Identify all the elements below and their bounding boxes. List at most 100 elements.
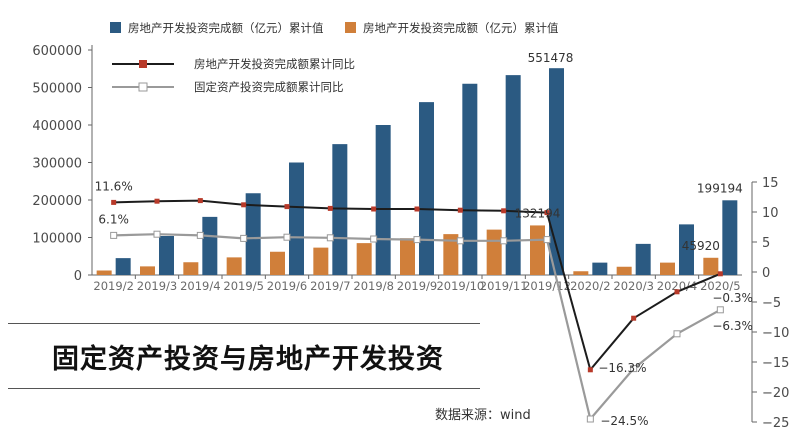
legend-marker [138, 82, 148, 92]
x-axis-tick-label: 2020/3 [613, 279, 653, 293]
bar [375, 125, 391, 275]
x-axis-tick-label: 2019/7 [310, 279, 350, 293]
data-label: −0.3% [712, 291, 753, 305]
x-axis-tick-label: 2019/4 [180, 279, 220, 293]
line-point [154, 198, 160, 204]
bar [573, 271, 589, 275]
data-label: 551478 [528, 51, 574, 65]
data-label: 6.1% [98, 212, 129, 226]
x-axis-tick-label: 2019/11 [480, 279, 528, 293]
line-point [544, 210, 550, 216]
x-axis-tick-label: 2019/12 [523, 279, 571, 293]
left-axis-tick-label: 500000 [32, 82, 82, 97]
left-axis-tick-label: 300000 [32, 157, 82, 172]
data-label: 45920 [682, 239, 720, 253]
left-axis-tick-label: 200000 [32, 194, 82, 209]
legend-label: 房地产开发投资完成额（亿元）累计值 [363, 21, 559, 35]
right-axis-tick-label: −5 [762, 296, 781, 311]
left-axis-tick-label: 600000 [32, 44, 82, 59]
data-label: 11.6% [95, 179, 133, 193]
line-point [500, 237, 508, 245]
bar [289, 162, 304, 275]
x-axis-tick-label: 2019/9 [397, 279, 437, 293]
legend-label: 房地产开发投资完成额（亿元）累计值 [128, 21, 324, 35]
x-axis-tick-label: 2020/4 [657, 279, 697, 293]
legend-label: 房地产开发投资完成额累计同比 [194, 57, 355, 71]
line-point [370, 235, 378, 243]
data-labels: 551478 132194 199194 45920 11.6% 6.1% −16.3% −2… [95, 51, 753, 428]
x-axis-tick-label: 2019/5 [223, 279, 263, 293]
line-point [371, 206, 377, 212]
data-label: −24.5% [600, 414, 648, 428]
bar [400, 238, 415, 275]
line-point [413, 236, 421, 244]
bar [245, 193, 261, 275]
bar [332, 144, 348, 275]
source-note: 数据来源：wind [435, 408, 531, 423]
line-point [674, 289, 680, 295]
legend-swatch [110, 22, 121, 33]
right-axis-tick-label: −15 [762, 356, 789, 371]
bar [635, 243, 651, 275]
bar [226, 257, 242, 275]
right-axis-tick-label: −25 [762, 416, 789, 431]
right-axis-tick-label: 0 [762, 266, 770, 281]
x-axis-tick-label: 2019/10 [436, 279, 484, 293]
data-label: −16.3% [598, 361, 646, 375]
bar [270, 251, 285, 275]
line-point [457, 207, 463, 213]
bar [505, 75, 521, 275]
bar [592, 262, 608, 275]
bar [443, 234, 459, 275]
right-axis-tick-label: −20 [762, 386, 789, 401]
legend: 房地产开发投资完成额（亿元）累计值 房地产开发投资完成额（亿元）累计值房地产开发投… [110, 21, 559, 94]
line-point [716, 306, 724, 314]
bar [96, 270, 112, 275]
data-label: −6.3% [712, 319, 753, 333]
left-axis-tick-label: 100000 [32, 232, 82, 247]
line-point [631, 315, 637, 321]
bar [703, 257, 719, 275]
line-point [673, 330, 681, 338]
right-axis-tick-label: −10 [762, 326, 789, 341]
x-axis-tick-label: 2019/3 [137, 279, 177, 293]
bar [115, 258, 131, 275]
data-label: 132194 [515, 206, 561, 220]
line-point [197, 198, 203, 204]
x-axis-tick-label: 2020/2 [570, 279, 610, 293]
right-axis-tick-label: 5 [762, 236, 770, 251]
bar [313, 247, 329, 275]
legend-marker [139, 60, 147, 68]
x-axis-tick-label: 2019/2 [93, 279, 133, 293]
line-point [630, 365, 638, 373]
line-point [586, 415, 594, 423]
line-point [327, 205, 333, 211]
bar [679, 224, 694, 275]
line-point [153, 230, 161, 238]
bar [159, 236, 174, 275]
line-point [543, 236, 551, 244]
line-point [501, 208, 507, 214]
line-point [110, 231, 118, 239]
line-point [283, 233, 291, 241]
bar [183, 262, 199, 275]
line-point [717, 271, 723, 277]
bar [356, 243, 372, 275]
bar [419, 102, 434, 275]
title-box [8, 323, 480, 389]
bars [96, 68, 738, 276]
right-axis-tick-label: 15 [762, 176, 779, 191]
data-label: 199194 [697, 181, 743, 195]
bar [722, 200, 738, 275]
bar [530, 225, 545, 275]
line-point [196, 231, 204, 239]
x-axis-tick-label: 2019/8 [353, 279, 393, 293]
x-axis-tick-label: 2020/5 [700, 279, 740, 293]
line-point [241, 202, 247, 208]
left-axis-tick-label: 0 [74, 269, 82, 284]
lines [110, 198, 724, 423]
bar [462, 83, 478, 275]
legend-label: 固定资产投资完成额累计同比 [194, 80, 344, 94]
bar [202, 216, 218, 275]
